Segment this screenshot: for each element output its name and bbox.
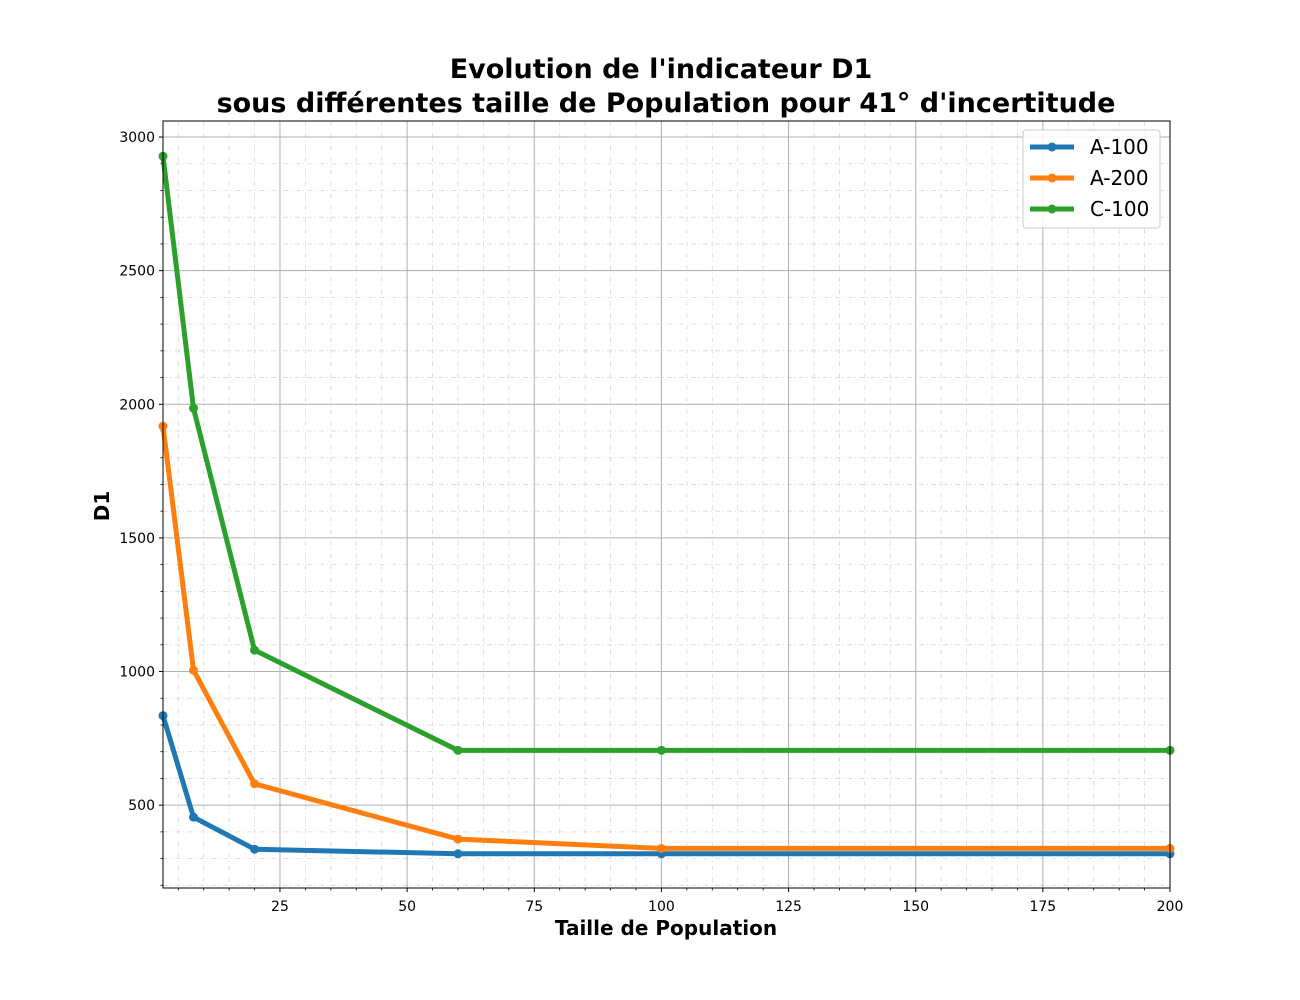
- data-point: [189, 403, 199, 413]
- y-tick-label: 3000: [119, 130, 155, 146]
- x-axis-label: Taille de Population: [555, 916, 777, 940]
- chart-title-line-1: Evolution de l'indicateur D1: [450, 54, 873, 85]
- y-tick-label: 500: [128, 798, 155, 814]
- x-tick-label: 50: [398, 899, 416, 915]
- legend-box: [1022, 129, 1161, 229]
- x-tick-label: 150: [902, 899, 929, 915]
- series-a-200: [158, 421, 1175, 853]
- data-point: [453, 745, 463, 755]
- major-grid: [163, 121, 1171, 888]
- legend-label: A-200: [1090, 166, 1149, 190]
- x-tick-label: 175: [1029, 899, 1056, 915]
- series-line: [160, 425, 1170, 851]
- y-tick-label: 1500: [119, 531, 155, 547]
- series-line: [160, 714, 1170, 857]
- series-line: [160, 155, 1170, 753]
- data-point: [250, 645, 260, 655]
- legend-entry-c-100: C-100: [1030, 197, 1149, 221]
- data-point: [656, 745, 666, 755]
- legend-swatch-marker: [1047, 142, 1057, 152]
- x-tick-label: 200: [1157, 899, 1184, 915]
- x-tick-label: 75: [525, 899, 543, 915]
- series-c-100: [158, 151, 1175, 755]
- legend-swatch-marker: [1047, 173, 1057, 183]
- x-tick-label: 125: [775, 899, 802, 915]
- legend: A-100 A-200 C-100: [1022, 129, 1161, 229]
- data-point: [189, 812, 199, 822]
- data-point: [250, 844, 260, 854]
- chart-title-line-2: sous différentes taille de Population po…: [217, 88, 1116, 119]
- series-lines: [158, 151, 1175, 859]
- y-tick-label: 2000: [119, 397, 155, 413]
- data-point: [250, 779, 260, 789]
- x-tick-label: 100: [648, 899, 675, 915]
- y-tick-label: 2500: [119, 264, 155, 280]
- y-tick-label: 1000: [119, 665, 155, 681]
- data-point: [453, 834, 463, 844]
- data-point: [656, 843, 666, 853]
- legend-swatch-marker: [1047, 204, 1057, 214]
- legend-entry-a-200: A-200: [1030, 166, 1149, 190]
- series-a-100: [158, 711, 1175, 859]
- minor-grid: [163, 121, 1170, 888]
- data-point: [189, 665, 199, 675]
- x-tick-label: 25: [271, 899, 289, 915]
- legend-label: C-100: [1090, 197, 1149, 221]
- legend-entry-a-100: A-100: [1030, 135, 1149, 159]
- plot-frame: [162, 120, 1171, 889]
- minor-ticks: [160, 163, 1145, 891]
- y-axis-label: D1: [90, 491, 114, 522]
- data-point: [453, 849, 463, 859]
- x-axis-ticks: 25 50 75 100 125 150 175 200: [271, 888, 1183, 915]
- y-axis-ticks: 500 1000 1500 2000 2500 3000: [119, 130, 163, 814]
- legend-label: A-100: [1090, 135, 1149, 159]
